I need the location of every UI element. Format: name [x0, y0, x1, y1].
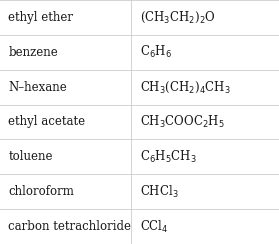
Text: C$_6$H$_6$: C$_6$H$_6$ [140, 44, 171, 60]
Text: N–hexane: N–hexane [8, 81, 67, 94]
Text: (CH$_3$CH$_2$)$_2$O: (CH$_3$CH$_2$)$_2$O [140, 10, 215, 25]
Text: carbon tetrachloride: carbon tetrachloride [8, 220, 131, 233]
Text: toluene: toluene [8, 150, 53, 163]
Text: benzene: benzene [8, 46, 58, 59]
Text: CHCl$_3$: CHCl$_3$ [140, 184, 178, 200]
Text: CH$_3$COOC$_2$H$_5$: CH$_3$COOC$_2$H$_5$ [140, 114, 224, 130]
Text: CH$_3$(CH$_2$)$_4$CH$_3$: CH$_3$(CH$_2$)$_4$CH$_3$ [140, 80, 230, 95]
Text: ethyl acetate: ethyl acetate [8, 115, 85, 129]
Text: CCl$_4$: CCl$_4$ [140, 219, 168, 235]
Text: ethyl ether: ethyl ether [8, 11, 73, 24]
Text: C$_6$H$_5$CH$_3$: C$_6$H$_5$CH$_3$ [140, 149, 196, 165]
Text: chloroform: chloroform [8, 185, 74, 198]
